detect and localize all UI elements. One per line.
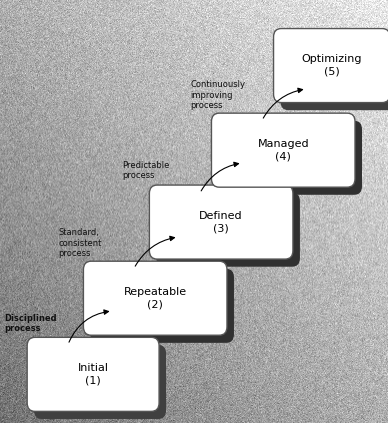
Text: Disciplined
process: Disciplined process <box>4 314 57 333</box>
Text: Standard,
consistent
process: Standard, consistent process <box>58 228 102 258</box>
FancyBboxPatch shape <box>274 29 388 103</box>
FancyBboxPatch shape <box>27 338 159 411</box>
Text: Repeatable
(2): Repeatable (2) <box>124 287 187 309</box>
Text: Predictable
process: Predictable process <box>122 161 170 180</box>
Text: Initial
(1): Initial (1) <box>78 363 109 385</box>
Text: Optimizing
(5): Optimizing (5) <box>301 55 362 77</box>
FancyBboxPatch shape <box>83 261 227 335</box>
Text: Continuously
improving
process: Continuously improving process <box>190 80 245 110</box>
FancyBboxPatch shape <box>34 345 166 419</box>
Text: Defined
(3): Defined (3) <box>199 211 243 233</box>
FancyBboxPatch shape <box>90 269 234 343</box>
FancyBboxPatch shape <box>149 185 293 259</box>
FancyBboxPatch shape <box>211 113 355 187</box>
Text: Managed
(4): Managed (4) <box>257 139 309 161</box>
FancyBboxPatch shape <box>156 193 300 267</box>
FancyBboxPatch shape <box>281 36 388 110</box>
FancyBboxPatch shape <box>218 121 362 195</box>
